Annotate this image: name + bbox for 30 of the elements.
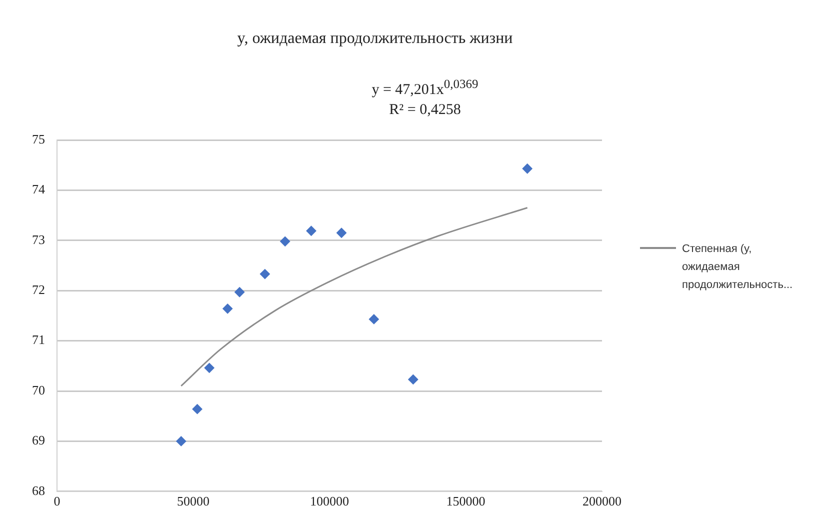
point — [176, 436, 186, 446]
y-tick-label: 73 — [32, 232, 45, 247]
y-tick-label: 71 — [32, 332, 45, 348]
y-tick-label: 74 — [32, 182, 46, 197]
line-series — [180, 207, 528, 387]
point — [280, 236, 290, 246]
point — [522, 164, 532, 174]
x-tick-label: 200000 — [582, 494, 622, 509]
point — [204, 362, 214, 373]
text: R² = 0,4258 — [388, 101, 462, 120]
point — [234, 287, 245, 298]
point — [336, 228, 346, 238]
y-tick-label: 75 — [32, 131, 45, 146]
x-tick-label: 150000 — [446, 494, 486, 509]
y-tick-label: 70 — [32, 382, 45, 398]
point — [408, 374, 418, 384]
x-tick-label: 0 — [54, 494, 60, 509]
x-tick-label: 100000 — [310, 494, 349, 509]
point — [192, 404, 202, 414]
point — [368, 314, 379, 324]
point — [306, 226, 316, 236]
text: y = 47,201x$^{0,0369}$ — [370, 76, 480, 100]
y-tick-label: 68 — [32, 482, 45, 498]
x-tick-label: 50000 — [177, 494, 210, 509]
y-tick-label: 72 — [32, 282, 45, 298]
point — [222, 304, 233, 314]
legend-label: Степенная (y, ожидаемая продолжительность... — [682, 242, 793, 293]
y-tick-label: 69 — [32, 432, 45, 448]
chart-title: y, ожидаемая продолжительность жизни — [236, 30, 514, 48]
point — [260, 269, 270, 280]
